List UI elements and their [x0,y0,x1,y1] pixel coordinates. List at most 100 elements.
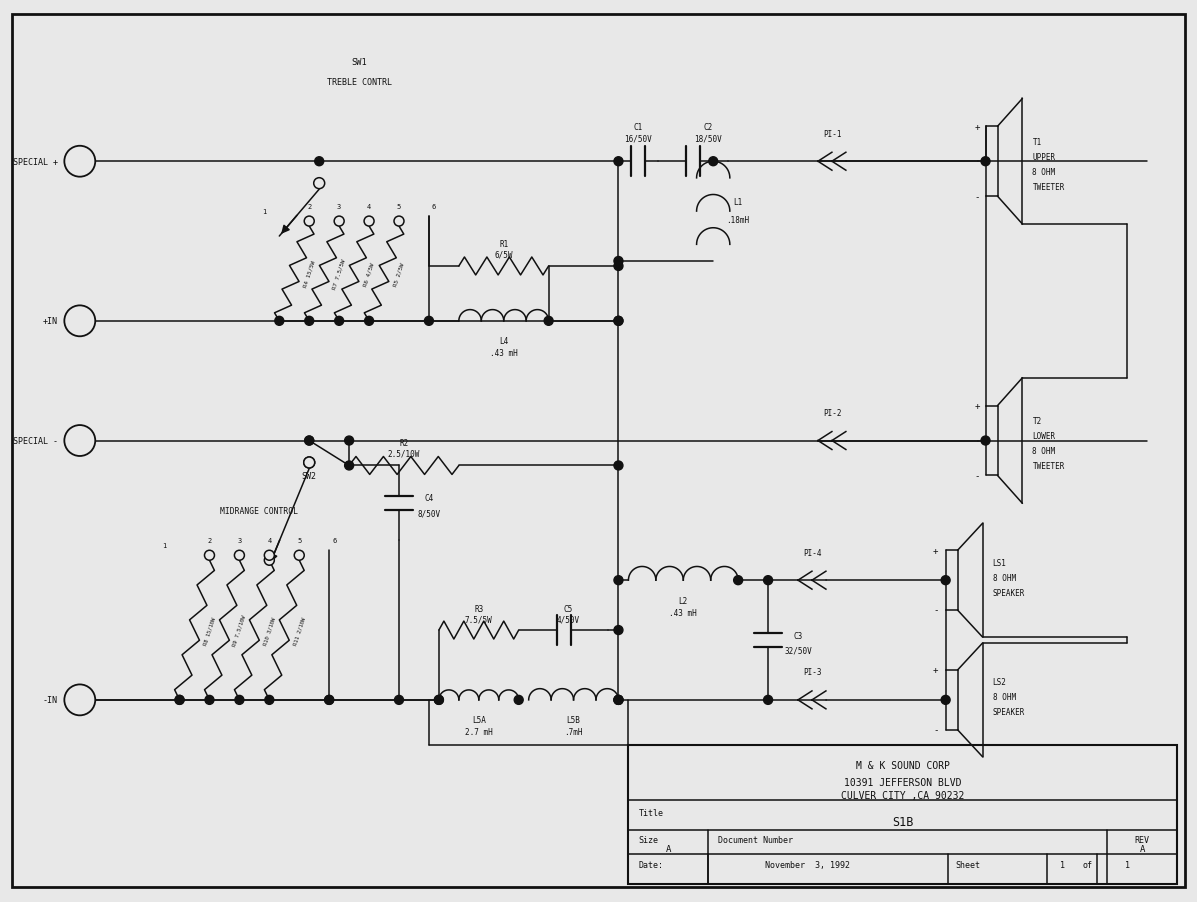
Text: Size: Size [638,835,658,844]
Circle shape [364,216,373,226]
Circle shape [764,576,772,585]
Circle shape [515,695,523,704]
Circle shape [315,158,323,167]
Circle shape [982,437,990,446]
Circle shape [614,576,622,585]
Text: -: - [974,472,980,481]
Text: 6/5W: 6/5W [494,250,514,259]
Text: 4: 4 [367,204,371,210]
Text: 5: 5 [397,204,401,210]
Text: L2: L2 [679,596,688,605]
Text: +: + [932,666,938,675]
Text: SPEAKER: SPEAKER [992,707,1025,716]
Circle shape [345,437,353,446]
Text: 7.5/5W: 7.5/5W [464,615,493,624]
Circle shape [275,317,284,326]
Text: 32/50V: 32/50V [784,646,812,655]
Circle shape [324,695,334,704]
Text: 2.5/10W: 2.5/10W [388,449,420,458]
Circle shape [395,695,403,704]
Text: 18/50V: 18/50V [694,134,722,143]
Text: 8 OHM: 8 OHM [992,573,1015,582]
Text: MIDRANGE CONTROL: MIDRANGE CONTROL [220,506,298,515]
Circle shape [614,695,622,704]
Text: 4/50V: 4/50V [557,615,581,624]
Text: 8 OHM: 8 OHM [1032,446,1056,456]
Circle shape [305,437,314,446]
Text: 8/50V: 8/50V [418,509,440,518]
Text: Document Number: Document Number [718,835,794,844]
Circle shape [305,437,314,446]
Text: R2: R2 [400,438,408,447]
Circle shape [365,317,373,326]
Circle shape [941,695,950,704]
Text: SW1: SW1 [351,58,367,67]
Text: -: - [932,606,938,615]
Text: Title: Title [638,808,663,817]
Circle shape [614,158,622,167]
Text: 16/50V: 16/50V [625,134,652,143]
Text: R1: R1 [499,239,509,248]
Text: A: A [1140,844,1144,853]
Text: TWEETER: TWEETER [1032,182,1065,191]
Text: L1: L1 [734,198,743,207]
Text: PI-1: PI-1 [824,130,843,139]
Circle shape [314,179,324,189]
Circle shape [345,462,353,471]
Text: November  3, 1992: November 3, 1992 [765,860,851,869]
Text: PI-4: PI-4 [803,548,822,557]
Text: 2: 2 [308,204,311,210]
Text: C5: C5 [564,604,573,613]
Text: SPECIAL +: SPECIAL + [13,158,57,167]
Circle shape [614,257,622,266]
Text: C3: C3 [794,630,803,640]
Text: 6: 6 [332,538,336,544]
Text: .18mH: .18mH [727,216,749,225]
Text: 5: 5 [297,538,302,544]
Text: R10 3/10W: R10 3/10W [262,616,277,645]
Text: A: A [666,844,672,853]
Text: 1: 1 [163,543,166,548]
Text: C1: C1 [633,123,643,132]
Text: PI-2: PI-2 [824,409,843,418]
Text: 1: 1 [262,209,267,215]
Text: TWEETER: TWEETER [1032,462,1065,471]
Circle shape [614,695,622,704]
Circle shape [941,576,950,585]
Circle shape [304,457,315,468]
Text: PI-3: PI-3 [803,667,822,676]
Circle shape [614,626,622,635]
Text: +: + [974,123,980,132]
Circle shape [175,695,184,704]
Text: -: - [932,725,938,734]
Text: .43 mH: .43 mH [490,349,517,358]
Text: R7 7.5/5W: R7 7.5/5W [332,258,346,290]
Text: LOWER: LOWER [1032,431,1056,440]
Text: LS2: LS2 [992,677,1007,686]
Text: 3: 3 [338,204,341,210]
Circle shape [764,695,772,704]
Circle shape [614,462,622,471]
Text: 2.7 mH: 2.7 mH [464,728,493,736]
Circle shape [435,695,443,704]
Text: LS1: LS1 [992,558,1007,567]
Circle shape [614,317,622,326]
Text: CULVER CITY ,CA 90232: CULVER CITY ,CA 90232 [841,790,965,800]
Text: R3: R3 [474,604,484,613]
Text: T1: T1 [1032,138,1041,147]
Text: R8 15/10W: R8 15/10W [202,616,217,645]
Text: 8 OHM: 8 OHM [1032,168,1056,177]
Circle shape [265,550,274,561]
Text: -IN: -IN [43,695,57,704]
Text: Sheet: Sheet [955,860,980,869]
Circle shape [65,685,96,715]
Text: R9 7.5/10W: R9 7.5/10W [232,614,247,647]
Text: R11 2/10W: R11 2/10W [292,616,306,645]
Circle shape [709,158,718,167]
Circle shape [265,695,274,704]
Circle shape [394,216,403,226]
Circle shape [614,317,622,326]
Circle shape [335,317,344,326]
Text: S1B: S1B [892,815,913,828]
Text: of: of [1082,860,1093,869]
